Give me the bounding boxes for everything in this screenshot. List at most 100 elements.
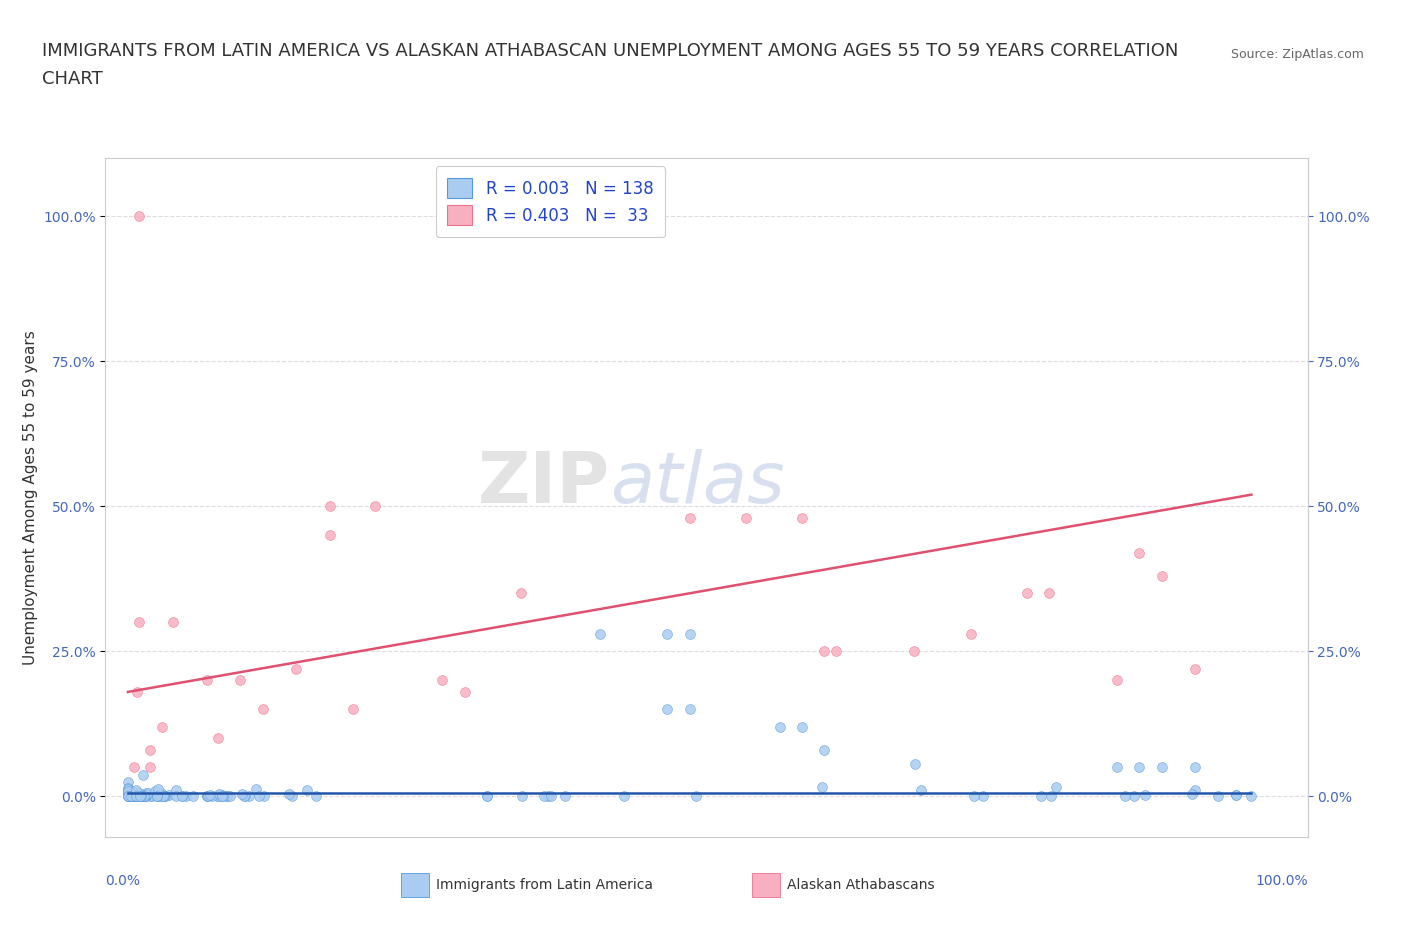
Point — [146, 781, 169, 796]
Point — [813, 742, 835, 757]
Point — [128, 785, 150, 800]
Point — [121, 787, 143, 802]
Point — [824, 644, 846, 658]
Point — [208, 786, 231, 801]
Point — [128, 615, 150, 630]
Point — [1105, 760, 1128, 775]
Point — [121, 787, 143, 802]
Point — [910, 782, 932, 797]
Point — [150, 786, 173, 801]
Point — [195, 789, 218, 804]
Point — [477, 788, 499, 803]
Point — [134, 789, 156, 804]
Point — [128, 788, 150, 803]
Text: Alaskan Athabascans: Alaskan Athabascans — [787, 878, 935, 893]
Point — [125, 789, 148, 804]
Point — [231, 787, 253, 802]
Point — [132, 768, 155, 783]
Point — [432, 673, 454, 688]
Point — [657, 627, 679, 642]
Point — [121, 789, 143, 804]
Point — [1184, 760, 1206, 775]
Point — [1123, 789, 1146, 804]
Point — [972, 789, 994, 804]
Point — [117, 789, 139, 804]
Point — [122, 760, 145, 775]
Point — [117, 787, 139, 802]
Point — [963, 789, 986, 804]
Point — [117, 789, 139, 804]
Point — [1181, 787, 1204, 802]
Point — [1206, 789, 1229, 804]
Point — [118, 787, 141, 802]
Point — [153, 789, 176, 804]
Point — [117, 789, 139, 804]
Point — [1038, 586, 1060, 601]
Point — [146, 789, 169, 804]
Point — [120, 789, 142, 804]
Point — [510, 586, 533, 601]
Point — [122, 788, 145, 803]
Point — [146, 789, 169, 804]
Point — [125, 789, 148, 804]
Point — [157, 787, 180, 802]
Point — [295, 783, 318, 798]
Point — [129, 789, 152, 804]
Point — [124, 789, 146, 804]
Point — [117, 775, 139, 790]
Point — [125, 782, 148, 797]
Point — [679, 511, 702, 525]
Point — [364, 498, 387, 513]
Point — [454, 684, 477, 699]
Point — [165, 789, 187, 804]
Point — [212, 789, 235, 804]
Point — [195, 673, 218, 688]
Point — [207, 731, 229, 746]
Point — [1133, 787, 1156, 802]
Text: ZIP: ZIP — [478, 449, 610, 518]
Point — [131, 789, 153, 804]
Point — [217, 789, 239, 804]
Point — [1105, 673, 1128, 688]
Point — [124, 784, 146, 799]
Point — [135, 785, 157, 800]
Point — [135, 789, 157, 804]
Point — [195, 789, 218, 804]
Point — [149, 789, 172, 804]
Point — [122, 787, 145, 802]
Point — [554, 789, 576, 804]
Point — [117, 781, 139, 796]
Point — [1015, 586, 1038, 601]
Point — [1029, 789, 1052, 804]
Point — [1225, 788, 1247, 803]
Point — [117, 785, 139, 800]
Point — [537, 789, 560, 804]
Point — [219, 789, 242, 804]
Point — [128, 208, 150, 223]
Point — [211, 789, 233, 804]
Point — [129, 789, 152, 804]
Point — [215, 789, 238, 804]
Point — [125, 684, 148, 699]
Legend: R = 0.003   N = 138, R = 0.403   N =  33: R = 0.003 N = 138, R = 0.403 N = 33 — [436, 166, 665, 237]
Point — [319, 528, 342, 543]
Point — [510, 789, 533, 804]
Point — [903, 644, 925, 658]
Point — [170, 789, 193, 804]
Text: CHART: CHART — [42, 70, 103, 87]
Point — [229, 673, 252, 688]
Point — [141, 789, 163, 804]
Point — [245, 781, 267, 796]
Point — [118, 789, 141, 804]
Point — [679, 627, 702, 642]
Point — [148, 789, 170, 804]
Point — [117, 789, 139, 804]
Point — [533, 788, 555, 803]
Point — [1150, 568, 1173, 583]
Point — [152, 789, 174, 804]
Point — [205, 789, 228, 804]
Point — [319, 498, 342, 513]
Point — [143, 783, 166, 798]
Point — [117, 789, 139, 804]
Point — [120, 789, 142, 804]
